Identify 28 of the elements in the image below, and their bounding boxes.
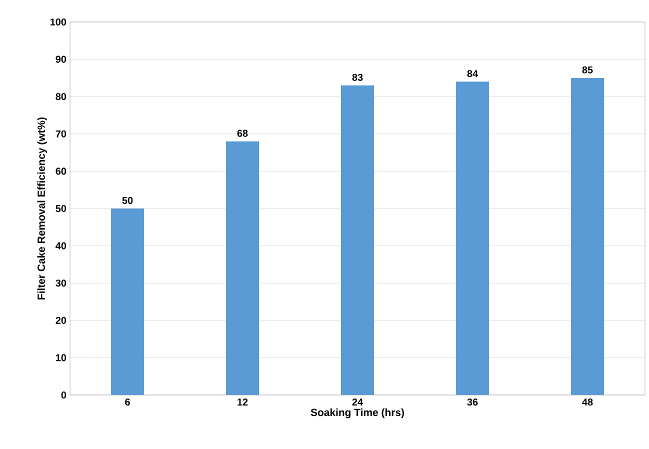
x-tick-label: 36	[467, 398, 478, 406]
x-tick-label: 12	[238, 398, 248, 406]
x-tick-label: 24	[352, 398, 363, 406]
y-tick-label: 60	[56, 168, 66, 175]
data-label: 50	[122, 196, 133, 204]
y-tick-label: 90	[56, 56, 66, 63]
bar	[226, 141, 260, 395]
y-tick-label: 40	[56, 242, 66, 250]
y-tick-label: 10	[56, 354, 66, 362]
y-tick-label: 70	[56, 130, 66, 138]
x-tick-label: 48	[582, 398, 593, 406]
y-tick-label: 100	[50, 18, 66, 26]
bar	[341, 85, 374, 395]
y-tick-label: 50	[56, 204, 66, 212]
y-tick-label: 0	[61, 391, 66, 399]
y-tick-label: 20	[56, 316, 66, 324]
y-tick-label: 80	[56, 93, 66, 100]
x-axis-title: Soaking Time (hrs)	[310, 408, 404, 418]
bar	[111, 208, 144, 395]
data-label: 68	[237, 130, 248, 137]
data-label: 85	[582, 66, 593, 74]
y-tick-label: 30	[56, 280, 66, 287]
y-axis-title: Filter Cake Removal Efficiency (wt%)	[37, 117, 48, 300]
bar	[571, 78, 604, 395]
data-label: 84	[467, 70, 478, 78]
bar	[456, 82, 490, 395]
x-tick-label: 6	[125, 398, 130, 406]
data-label: 83	[352, 74, 363, 81]
